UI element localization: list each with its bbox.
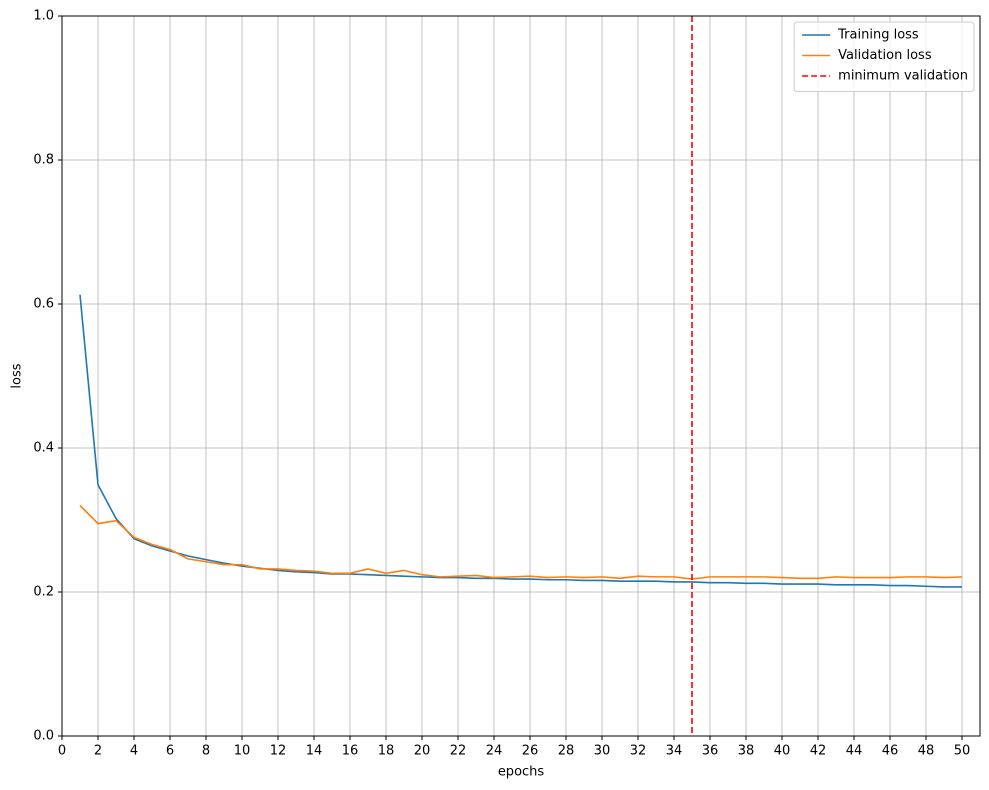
y-tick-label: 0.6 (33, 297, 54, 312)
x-tick-label: 46 (882, 744, 899, 759)
x-tick-label: 22 (450, 744, 467, 759)
line (79, 294, 962, 588)
x-tick-label: 12 (270, 744, 287, 759)
x-tick-label: 2 (94, 744, 102, 759)
x-tick-label: 32 (630, 744, 647, 759)
x-tick-label: 4 (130, 744, 138, 759)
x-tick-label: 6 (166, 744, 174, 759)
x-tick-label: 0 (58, 744, 66, 759)
legend-label: Validation loss (838, 48, 932, 63)
x-tick-label: 30 (594, 744, 611, 759)
y-axis-label: loss (10, 363, 25, 388)
y-tick-label: 0.2 (33, 585, 54, 600)
x-tick-label: 28 (558, 744, 575, 759)
x-tick-label: 10 (234, 744, 251, 759)
legend-label: minimum validation (838, 69, 968, 84)
x-tick-label: 36 (702, 744, 719, 759)
y-tick-label: 0.8 (33, 153, 54, 168)
x-tick-label: 18 (378, 744, 395, 759)
x-tick-label: 50 (954, 744, 971, 759)
x-axis-label: epochs (498, 765, 545, 780)
x-tick-label: 48 (918, 744, 935, 759)
y-tick-label: 0.0 (33, 729, 54, 744)
x-tick-label: 44 (846, 744, 863, 759)
legend: Training loss Validation loss minimum vali… (793, 21, 975, 92)
y-tick-label: 1.0 (33, 9, 54, 24)
legend-box (793, 21, 975, 92)
y-tick-label: 0.4 (33, 441, 54, 456)
x-tick-label: 14 (306, 744, 323, 759)
grid (61, 15, 980, 737)
x-tick-label: 24 (486, 744, 503, 759)
x-tick-label: 38 (738, 744, 755, 759)
x-tick-label: 40 (774, 744, 791, 759)
legend-label: Training loss (837, 28, 919, 43)
x-tick-label: 20 (414, 744, 431, 759)
x-tick-label: 42 (810, 744, 827, 759)
x-tick-label: 34 (666, 744, 683, 759)
x-tick-label: 16 (342, 744, 359, 759)
plot-frame (61, 15, 981, 737)
line (79, 505, 963, 580)
x-tick-label: 8 (202, 744, 210, 759)
x-tick-label: 26 (522, 744, 539, 759)
